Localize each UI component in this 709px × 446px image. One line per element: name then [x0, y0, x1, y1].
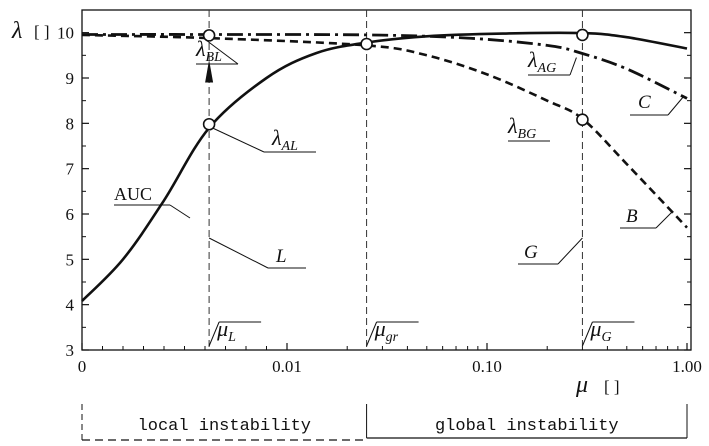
label-C: C: [638, 92, 651, 113]
L-leader: [208, 237, 269, 269]
AUC-leader: [169, 204, 191, 219]
y-tick-label: 5: [66, 250, 75, 269]
arrow-up: [205, 59, 214, 83]
C-leader: [667, 95, 685, 116]
label-G: G: [524, 242, 538, 263]
marker-0: [202, 29, 216, 42]
marker-3: [576, 28, 589, 42]
G-leader: [557, 237, 583, 265]
lambda-BL-leader: [204, 38, 239, 65]
x-tick-label: 0.01: [272, 357, 302, 376]
series-C: [81, 33, 688, 100]
y-tick-label: 6: [66, 205, 75, 224]
region-global-label: global instability: [435, 417, 619, 436]
label-lambda-AL: λAL: [271, 125, 298, 154]
lambda-AL-leader: [212, 127, 265, 153]
B-leader: [655, 211, 673, 229]
vline-label-L: μL: [216, 316, 236, 345]
vline-leader-L: [208, 321, 220, 347]
marker-4: [576, 113, 589, 127]
series-lines: [81, 31, 688, 302]
y-tick-label: 9: [66, 69, 75, 88]
axes: 3 4 5 6 7 8 9 10 0 0.01 0.10 1.00 λ [ ] μ [ ]: [11, 9, 702, 398]
region-local-label: local instability: [138, 417, 311, 436]
instability-regions: local instability global instability: [81, 404, 688, 441]
point-markers: [202, 28, 589, 131]
x-tick-label: 1.00: [672, 357, 702, 376]
x-axis-label: μ: [575, 372, 588, 398]
y-tick-label: 10: [57, 24, 74, 43]
y-tick-label: 7: [66, 160, 75, 179]
vline-leader-gr: [366, 321, 378, 347]
label-lambda-BL: λBL: [195, 36, 222, 65]
vline-leader-G: [581, 321, 593, 347]
marker-2: [360, 37, 373, 51]
plot-frame: [81, 9, 692, 351]
marker-1: [202, 117, 216, 131]
annotation-labels: μL μgr μG λBL λAL λAG λBG AUC L G C B: [114, 36, 685, 347]
vline-label-gr: μgr: [374, 316, 399, 345]
vertical-reference-lines: [208, 10, 583, 350]
x-axis-unit: [ ]: [604, 377, 620, 396]
y-tick-label: 4: [66, 296, 75, 315]
series-B: [81, 33, 688, 229]
x-tick-label: 0.10: [472, 357, 502, 376]
y-axis-label: λ: [11, 18, 22, 44]
lambda-AG-leader: [569, 57, 577, 76]
label-L: L: [275, 246, 287, 267]
x-tick-label: 0: [78, 357, 87, 376]
vline-label-G: μG: [589, 316, 611, 345]
y-tick-label: 3: [66, 341, 75, 360]
y-axis-unit: [ ]: [34, 22, 50, 41]
series-AUC: [81, 31, 688, 302]
y-tick-label: 8: [66, 114, 75, 133]
label-AUC: AUC: [114, 184, 152, 204]
label-lambda-AG: λAG: [527, 47, 556, 76]
label-lambda-BG: λBG: [507, 113, 536, 142]
label-B: B: [626, 206, 638, 227]
